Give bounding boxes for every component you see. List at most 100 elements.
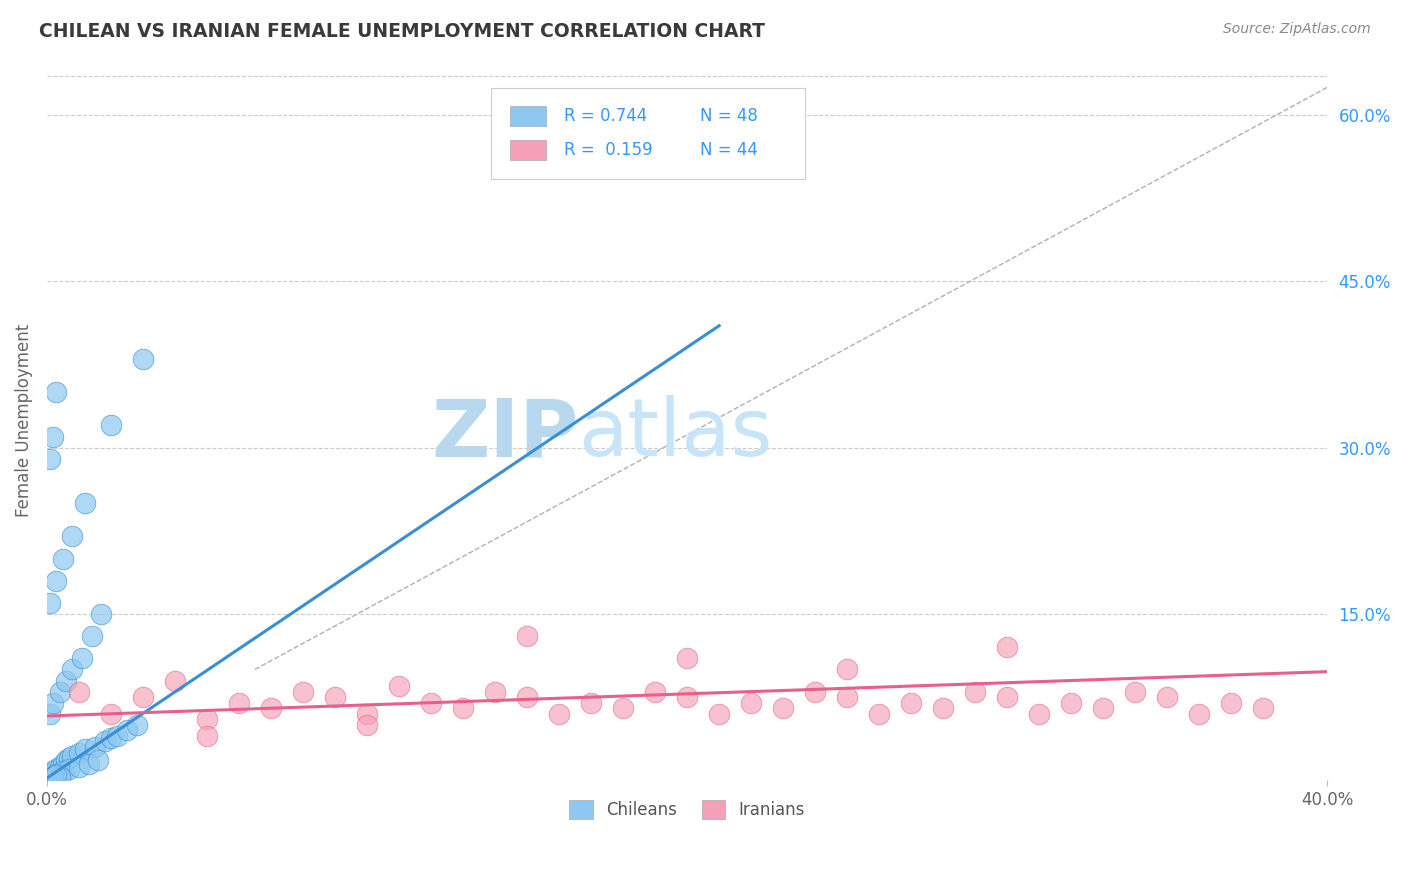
Point: [260, 701, 283, 715]
Point: [52, 756, 75, 771]
Point: [1188, 706, 1211, 721]
Point: [125, 718, 148, 732]
Point: [612, 701, 634, 715]
Text: N = 44: N = 44: [700, 141, 758, 159]
Point: [132, 351, 155, 366]
Point: [39, 772, 62, 787]
Point: [323, 690, 346, 705]
Point: [45, 762, 67, 776]
Point: [115, 723, 138, 738]
Point: [39, 706, 62, 721]
Point: [48, 770, 70, 784]
Point: [995, 640, 1018, 655]
Point: [84, 739, 107, 754]
Point: [356, 706, 378, 721]
Point: [965, 684, 987, 698]
Point: [195, 729, 218, 743]
Point: [62, 748, 84, 763]
Point: [39, 771, 62, 785]
Point: [356, 718, 378, 732]
Point: [1253, 701, 1275, 715]
Legend: Chileans, Iranians: Chileans, Iranians: [562, 794, 811, 826]
Point: [291, 684, 314, 698]
Point: [100, 418, 122, 433]
Point: [868, 706, 890, 721]
Point: [58, 751, 80, 765]
Point: [1123, 684, 1146, 698]
Point: [39, 768, 62, 782]
Point: [48, 760, 70, 774]
Point: [67, 684, 90, 698]
Point: [80, 629, 103, 643]
Point: [548, 706, 571, 721]
Point: [516, 629, 538, 643]
Text: Source: ZipAtlas.com: Source: ZipAtlas.com: [1223, 22, 1371, 37]
Point: [58, 762, 80, 776]
Point: [932, 701, 955, 715]
FancyBboxPatch shape: [510, 106, 547, 126]
Point: [45, 574, 67, 588]
Point: [67, 746, 90, 760]
Point: [900, 696, 922, 710]
Point: [39, 451, 62, 466]
Point: [62, 662, 84, 676]
Point: [62, 529, 84, 543]
Point: [420, 696, 443, 710]
Point: [39, 772, 62, 787]
Point: [45, 766, 67, 780]
Point: [451, 701, 474, 715]
Point: [516, 690, 538, 705]
Point: [77, 756, 100, 771]
Point: [42, 769, 65, 783]
Point: [132, 690, 155, 705]
Point: [42, 696, 65, 710]
Text: R =  0.159: R = 0.159: [564, 141, 652, 159]
Point: [45, 768, 67, 782]
Point: [1028, 706, 1050, 721]
Text: atlas: atlas: [578, 395, 773, 474]
Point: [388, 679, 411, 693]
Point: [579, 696, 602, 710]
Point: [1156, 690, 1178, 705]
Point: [837, 662, 859, 676]
Point: [676, 690, 699, 705]
Point: [195, 712, 218, 726]
Point: [42, 770, 65, 784]
Point: [105, 729, 128, 743]
Text: N = 48: N = 48: [700, 107, 758, 125]
Y-axis label: Female Unemployment: Female Unemployment: [15, 323, 32, 516]
Point: [484, 684, 506, 698]
FancyBboxPatch shape: [510, 139, 547, 160]
Point: [707, 706, 730, 721]
Point: [1092, 701, 1115, 715]
Point: [772, 701, 794, 715]
Point: [67, 760, 90, 774]
Point: [52, 551, 75, 566]
Point: [100, 731, 122, 746]
Point: [45, 385, 67, 400]
Point: [75, 742, 97, 756]
Text: CHILEAN VS IRANIAN FEMALE UNEMPLOYMENT CORRELATION CHART: CHILEAN VS IRANIAN FEMALE UNEMPLOYMENT C…: [39, 22, 765, 41]
Point: [87, 753, 110, 767]
Point: [90, 607, 112, 621]
FancyBboxPatch shape: [491, 88, 806, 178]
Point: [1060, 696, 1083, 710]
Point: [75, 496, 97, 510]
Point: [42, 764, 65, 779]
Point: [42, 771, 65, 785]
Point: [163, 673, 186, 688]
Text: R = 0.744: R = 0.744: [564, 107, 647, 125]
Point: [52, 764, 75, 779]
Point: [228, 696, 250, 710]
Point: [39, 596, 62, 610]
Point: [70, 651, 93, 665]
Point: [804, 684, 827, 698]
Point: [1220, 696, 1243, 710]
Point: [995, 690, 1018, 705]
Point: [55, 673, 77, 688]
Point: [42, 429, 65, 443]
Point: [837, 690, 859, 705]
Point: [55, 753, 77, 767]
Point: [100, 706, 122, 721]
Point: [644, 684, 666, 698]
